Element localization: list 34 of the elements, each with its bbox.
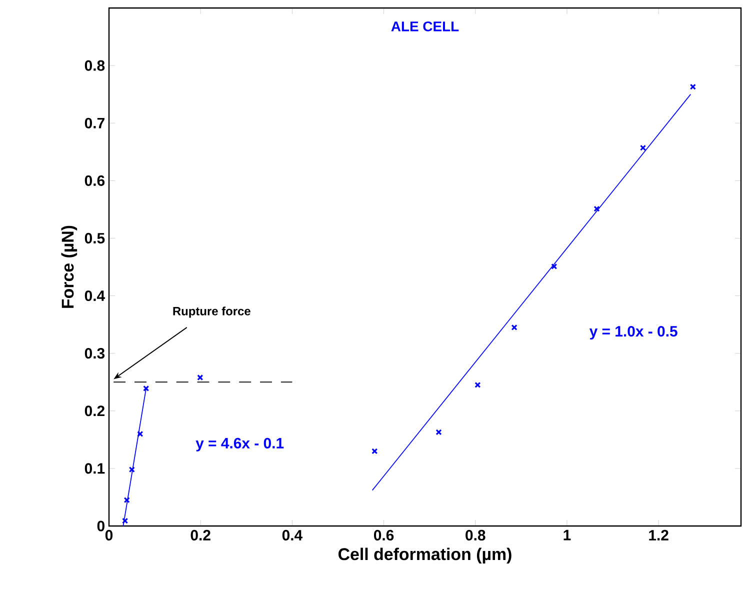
y-tick-label: 0.7 — [84, 118, 104, 128]
point — [137, 430, 144, 437]
point — [551, 263, 558, 270]
x-tick-label: 1.2 — [649, 530, 668, 540]
point — [511, 324, 518, 330]
point — [372, 448, 378, 454]
point — [128, 466, 135, 473]
point — [197, 374, 204, 381]
point — [436, 429, 442, 436]
y-tick-label: 0.6 — [84, 175, 105, 186]
annotation: Rupture force — [173, 306, 250, 318]
point — [640, 144, 646, 151]
x-tick-label: 0.6 — [374, 530, 394, 540]
x-tick-label: 0.2 — [190, 530, 210, 540]
y-tick-label: 0.8 — [84, 60, 105, 71]
y-tick-label: 0.5 — [84, 232, 105, 244]
point — [124, 497, 130, 504]
point — [690, 84, 696, 90]
text: ALE CELL — [391, 21, 459, 32]
y-tick-label: 0.4 — [84, 290, 106, 302]
y-tick-label: 0 — [97, 520, 104, 532]
x-tick-label: 0.4 — [282, 530, 302, 540]
y-axis-title: Force (µN) — [61, 226, 78, 308]
x-tick-label: 0.8 — [466, 530, 486, 540]
point — [474, 382, 481, 388]
point — [594, 206, 600, 212]
y-tick-label: 0.1 — [84, 463, 105, 474]
annotation: y = 4.6x - 0.1 — [196, 438, 284, 452]
x-axis-title: Cell deformation (µm) — [338, 548, 512, 564]
x-tick-label: 1 — [564, 530, 571, 540]
y-tick-label: 0.3 — [84, 348, 105, 359]
x-tick-label: 0 — [105, 530, 113, 540]
annotation: y = 1.0x - 0.5 — [589, 326, 678, 340]
y-tick-label: 0.2 — [84, 406, 104, 416]
